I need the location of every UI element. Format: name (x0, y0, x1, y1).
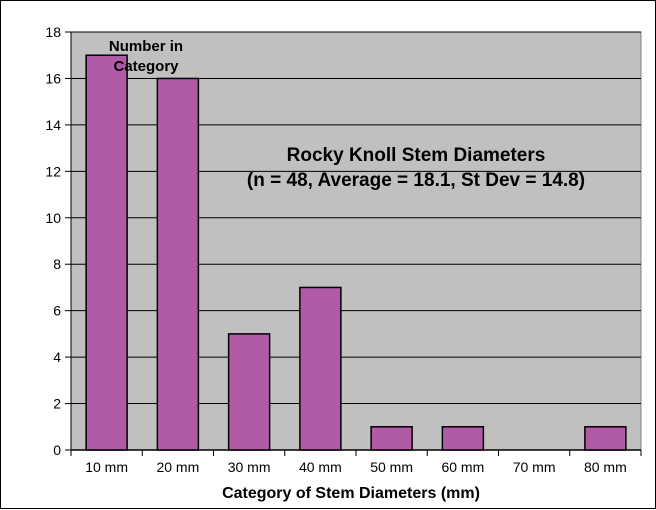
y-tick-label: 16 (45, 70, 61, 86)
x-axis-title: Category of Stem Diameters (mm) (222, 485, 480, 502)
bar-80-mm (584, 426, 627, 451)
plot-area (70, 31, 642, 451)
y-tick-label: 18 (45, 24, 61, 40)
y-tick-labels: 0 2 4 6 8 10 12 14 16 18 (45, 24, 61, 458)
bar-50-mm (370, 426, 413, 451)
chart-title: Rocky Knoll Stem Diameters (287, 145, 546, 166)
y-tick-label: 12 (45, 163, 61, 179)
y-tick-label: 10 (45, 210, 61, 226)
bars (85, 54, 627, 451)
x-tick-labels: 10 mm 20 mm 30 mm 40 mm 50 mm 60 mm 70 mm 80 mm (70, 450, 642, 475)
bar-60-mm (441, 426, 485, 451)
x-tick-label: 60 mm (441, 459, 484, 475)
x-tick-label: 30 mm (228, 459, 271, 475)
y-axis-label-line-1: Number in (109, 38, 183, 55)
x-tick-label: 10 mm (85, 459, 128, 475)
x-tick-label: 70 mm (513, 459, 556, 475)
y-tick-label: 2 (53, 396, 61, 412)
y-tick-label: 14 (45, 117, 61, 133)
bar-40-mm (299, 286, 342, 451)
x-tick-label: 40 mm (299, 459, 342, 475)
x-tick-label: 50 mm (370, 459, 413, 475)
bar-30-mm (227, 333, 271, 451)
bar-20-mm (156, 77, 200, 451)
y-tick-label: 8 (53, 256, 61, 272)
y-tick-label: 6 (53, 303, 61, 319)
x-tick-label: 20 mm (156, 459, 199, 475)
x-tick-label: 80 mm (584, 459, 627, 475)
chart-subtitle: (n = 48, Average = 18.1, St Dev = 14.8) (247, 170, 585, 191)
y-tick-label: 0 (53, 442, 61, 458)
y-axis-label-line-2: Category (113, 58, 179, 75)
bar-10-mm (85, 54, 128, 451)
y-tick-label: 4 (53, 349, 61, 365)
